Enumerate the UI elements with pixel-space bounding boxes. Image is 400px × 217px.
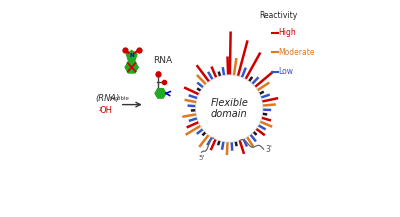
Polygon shape [155,89,166,98]
Circle shape [196,75,263,142]
Text: Low: Low [278,67,294,76]
Text: Flexible
domain: Flexible domain [210,98,248,119]
Text: RNA: RNA [153,56,172,65]
Text: O: O [156,71,160,76]
Text: Reactivity: Reactivity [259,11,297,20]
Polygon shape [126,51,137,61]
Text: 3': 3' [265,145,272,154]
Text: OH: OH [100,106,113,115]
Text: 5': 5' [198,155,205,161]
Text: $^2$: $^2$ [98,106,102,115]
Text: High: High [278,28,296,37]
Polygon shape [125,62,138,73]
Text: flexible: flexible [110,96,130,101]
Text: (RNA): (RNA) [96,94,120,103]
Text: Moderate: Moderate [278,48,315,57]
Text: N: N [129,53,134,59]
